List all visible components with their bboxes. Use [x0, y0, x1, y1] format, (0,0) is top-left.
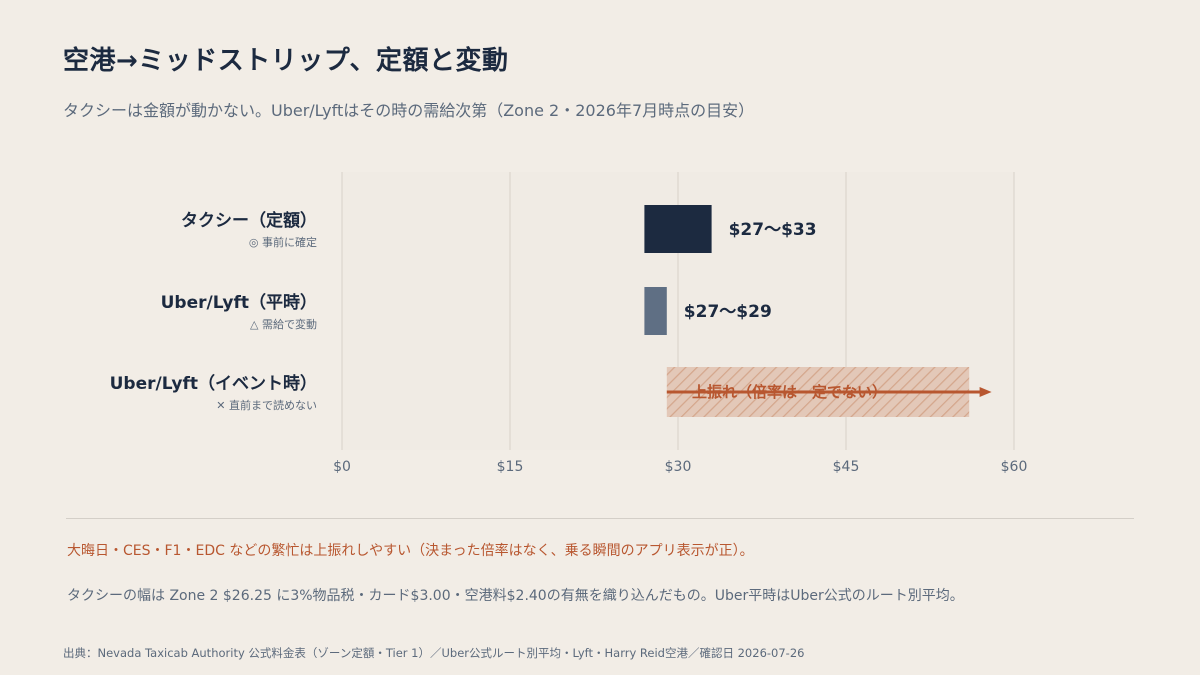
x-tick-label: $60	[1001, 459, 1028, 475]
row-sublabel: ✕ 直前まで読めない	[216, 398, 317, 412]
row-label: タクシー（定額）	[181, 210, 317, 231]
page-subtitle: タクシーは金額が動かない。Uber/Lyftはその時の需給次第（Zone 2・2…	[63, 101, 755, 120]
row-sublabel: △ 需給で変動	[250, 317, 317, 331]
value-label: $27〜$33	[729, 220, 817, 240]
event-note: 大晦日・CES・F1・EDC などの繁忙は上振れしやすい（決まった倍率はなく、乗…	[67, 543, 754, 559]
x-tick-label: $45	[833, 459, 860, 475]
divider	[66, 518, 1134, 519]
source-note: 出典：Nevada Taxicab Authority 公式料金表（ゾーン定額・…	[63, 646, 805, 660]
range-bar	[644, 287, 667, 335]
x-tick-label: $30	[665, 459, 692, 475]
taxi-note: タクシーの幅は Zone 2 $26.25 に3%物品税・カード$3.00・空港…	[67, 588, 964, 604]
row-label: Uber/Lyft（平時）	[161, 292, 317, 313]
row-sublabel: ◎ 事前に確定	[249, 235, 317, 249]
x-tick-label: $0	[333, 459, 351, 475]
x-tick-label: $15	[497, 459, 524, 475]
surge-arrow-head	[979, 387, 992, 397]
page-title: 空港→ミッドストリップ、定額と変動	[63, 46, 509, 76]
fare-range-chart: タクシー（定額） ◎ 事前に確定 $27〜$33 Uber/Lyft（平時） △ 需給で…	[110, 172, 1028, 475]
value-label: 上振れ（倍率は一定でない）	[692, 383, 887, 401]
range-bar	[644, 205, 712, 253]
value-label: $27〜$29	[684, 302, 772, 322]
row-label: Uber/Lyft（イベント時）	[110, 373, 317, 394]
